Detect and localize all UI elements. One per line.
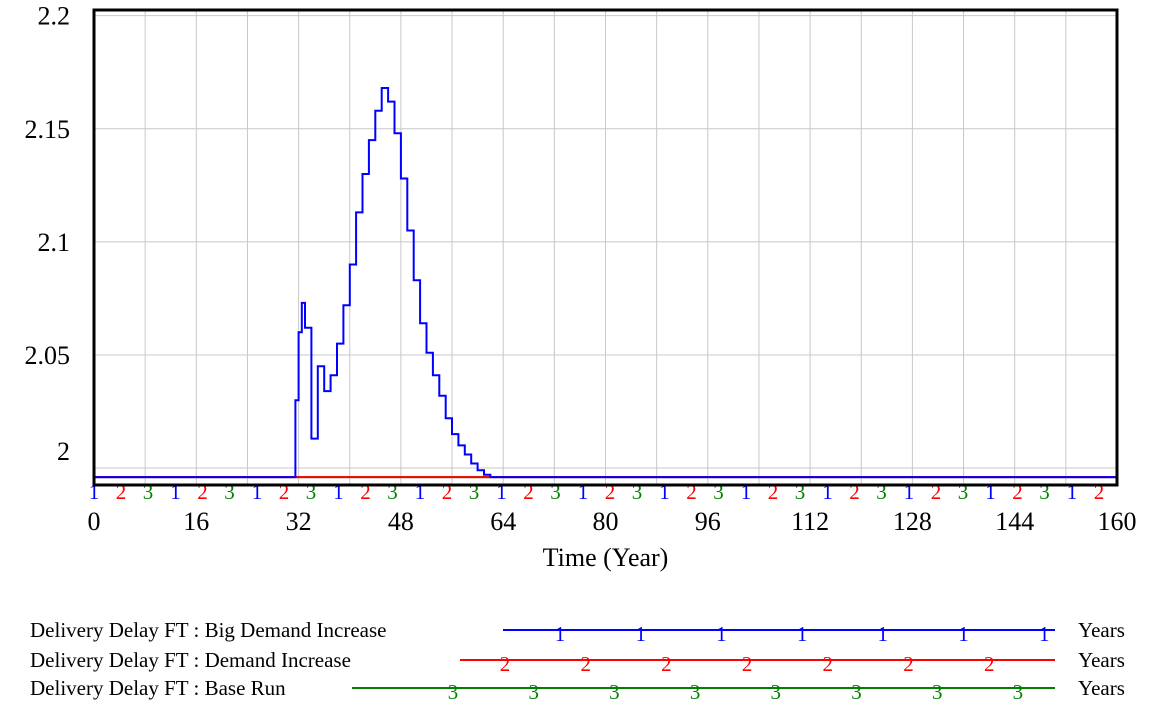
legend-marker: 1 — [797, 622, 808, 646]
series-marker-2: 2 — [116, 480, 127, 504]
series-marker-2: 2 — [360, 480, 371, 504]
series-marker-3: 3 — [876, 480, 887, 504]
legend-marker: 3 — [1013, 680, 1024, 704]
x-tick-label: 0 — [88, 507, 101, 536]
x-tick-label: 64 — [490, 507, 516, 536]
series-marker-1: 1 — [333, 480, 344, 504]
series-marker-3: 3 — [143, 480, 154, 504]
legend-unit: Years — [1078, 676, 1125, 700]
series-marker-1: 1 — [89, 480, 100, 504]
series-marker-2: 2 — [768, 480, 779, 504]
series-marker-2: 2 — [197, 480, 208, 504]
series-marker-1: 1 — [822, 480, 833, 504]
series-marker-1: 1 — [985, 480, 996, 504]
series-marker-1: 1 — [170, 480, 181, 504]
legend-unit: Years — [1078, 618, 1125, 642]
series-marker-2: 2 — [686, 480, 697, 504]
legend-marker: 3 — [528, 680, 539, 704]
y-tick-label: 2.05 — [25, 341, 71, 370]
series-marker-2: 2 — [849, 480, 860, 504]
series-marker-2: 2 — [1012, 480, 1023, 504]
legend-unit: Years — [1078, 648, 1125, 672]
legend-marker: 2 — [500, 652, 511, 676]
series-lines — [94, 87, 1117, 479]
legend-marker: 3 — [932, 680, 943, 704]
y-tick-label: 2 — [57, 437, 70, 466]
series-marker-1: 1 — [496, 480, 507, 504]
series-marker-1: 1 — [904, 480, 915, 504]
legend-marker: 1 — [958, 622, 969, 646]
series-marker-3: 3 — [632, 480, 643, 504]
series-marker-2: 2 — [442, 480, 453, 504]
legend-marker: 3 — [771, 680, 782, 704]
series-marker-1: 1 — [415, 480, 426, 504]
legend-label: Delivery Delay FT : Big Demand Increase — [30, 618, 387, 642]
series-marker-3: 3 — [469, 480, 480, 504]
legend-marker: 2 — [984, 652, 995, 676]
x-tick-label: 48 — [388, 507, 414, 536]
series-marker-3: 3 — [1039, 480, 1050, 504]
series-marker-3: 3 — [795, 480, 806, 504]
legend: Delivery Delay FT : Big Demand Increase 1… — [30, 618, 1125, 704]
legend-label: Delivery Delay FT : Base Run — [30, 676, 286, 700]
legend-marker: 3 — [448, 680, 459, 704]
legend-marker: 2 — [742, 652, 753, 676]
series-marker-1: 1 — [1067, 480, 1078, 504]
series-marker-2: 2 — [931, 480, 942, 504]
x-tick-label: 16 — [183, 507, 209, 536]
x-tick-label: 96 — [695, 507, 721, 536]
series-marker-2: 2 — [605, 480, 616, 504]
x-tick-label: 128 — [893, 507, 932, 536]
series-marker-1: 1 — [252, 480, 263, 504]
legend-marker: 2 — [580, 652, 591, 676]
y-tick-label: 2.2 — [38, 2, 71, 31]
legend-marker: 3 — [609, 680, 620, 704]
series-marker-3: 3 — [224, 480, 235, 504]
legend-marker: 1 — [716, 622, 727, 646]
series-marker-3: 3 — [387, 480, 398, 504]
grid — [94, 10, 1117, 485]
legend-marker: 1 — [878, 622, 889, 646]
x-tick-label: 160 — [1098, 507, 1137, 536]
y-tick-label: 2.15 — [25, 115, 71, 144]
series-marker-3: 3 — [550, 480, 561, 504]
series-marker-3: 3 — [958, 480, 969, 504]
series-marker-1: 1 — [659, 480, 670, 504]
plot-frame — [92, 8, 1119, 487]
legend-marker: 1 — [635, 622, 646, 646]
legend-label: Delivery Delay FT : Demand Increase — [30, 648, 351, 672]
legend-marker: 3 — [690, 680, 701, 704]
series-marker-1: 1 — [741, 480, 752, 504]
y-tick-label: 2.1 — [38, 228, 71, 257]
series-line-1 — [94, 87, 1117, 479]
legend-marker: 2 — [903, 652, 914, 676]
legend-marker: 1 — [555, 622, 566, 646]
legend-marker: 1 — [1039, 622, 1050, 646]
legend-marker: 2 — [823, 652, 834, 676]
x-tick-label: 32 — [286, 507, 312, 536]
series-marker-2: 2 — [523, 480, 534, 504]
x-tick-label: 144 — [995, 507, 1034, 536]
series-marker-3: 3 — [306, 480, 317, 504]
legend-marker: 2 — [661, 652, 672, 676]
legend-marker: 3 — [851, 680, 862, 704]
series-marker-1: 1 — [578, 480, 589, 504]
series-marker-2: 2 — [1094, 480, 1105, 504]
series-markers: 1 1 1 1 1 1 1 1 1 1 1 1 12 2 2 2 2 2 2 2 2 2 2 2 23 3 3 3 3 3 3 3 3 3 3 3 — [89, 480, 1105, 504]
x-axis-title: Time (Year) — [543, 543, 669, 572]
series-marker-2: 2 — [279, 480, 290, 504]
series-marker-3: 3 — [713, 480, 724, 504]
x-tick-label: 112 — [791, 507, 829, 536]
x-tick-label: 80 — [593, 507, 619, 536]
